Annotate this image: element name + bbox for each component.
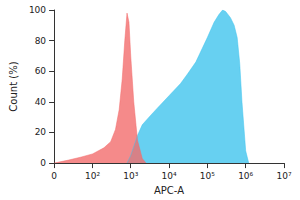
svg-text:0: 0: [40, 158, 46, 168]
svg-text:10⁶: 10⁶: [238, 171, 253, 181]
svg-text:10³: 10³: [123, 171, 138, 181]
svg-text:APC-A: APC-A: [154, 185, 184, 196]
svg-text:10⁵: 10⁵: [200, 171, 215, 181]
svg-text:60: 60: [35, 66, 47, 76]
svg-text:Count (%): Count (%): [8, 61, 19, 111]
svg-text:100: 100: [29, 5, 46, 15]
svg-text:20: 20: [35, 127, 47, 137]
svg-text:10⁴: 10⁴: [162, 171, 177, 181]
svg-text:40: 40: [35, 97, 47, 107]
svg-text:10²: 10²: [85, 171, 100, 181]
svg-text:10⁷: 10⁷: [276, 171, 291, 181]
svg-text:80: 80: [35, 36, 47, 46]
svg-text:0: 0: [51, 171, 57, 181]
